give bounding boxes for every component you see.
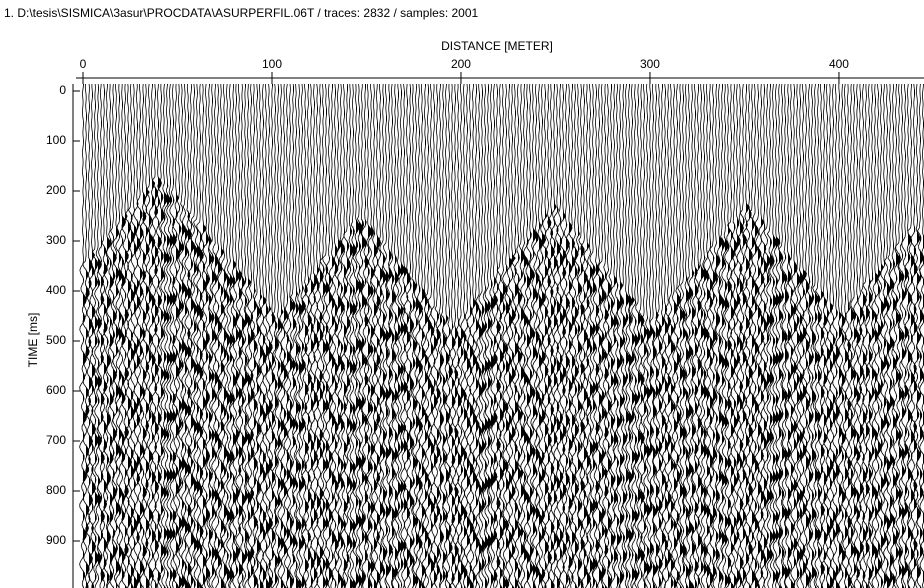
x-tick-label: 200 bbox=[451, 57, 471, 71]
y-tick-label: 900 bbox=[46, 533, 66, 547]
y-tick-label: 300 bbox=[46, 233, 66, 247]
seismic-window: 1. D:\tesis\SISMICA\3asur\PROCDATA\ASURP… bbox=[0, 0, 924, 588]
y-tick-label: 800 bbox=[46, 483, 66, 497]
y-axis-label: TIME [ms] bbox=[26, 313, 40, 368]
x-tick-label: 400 bbox=[829, 57, 849, 71]
y-tick-label: 700 bbox=[46, 433, 66, 447]
x-tick-label: 100 bbox=[262, 57, 282, 71]
y-tick-label: 400 bbox=[46, 283, 66, 297]
x-tick-label: 0 bbox=[80, 57, 87, 71]
y-tick-label: 200 bbox=[46, 183, 66, 197]
x-axis-label: DISTANCE [METER] bbox=[441, 39, 553, 53]
window-title: 1. D:\tesis\SISMICA\3asur\PROCDATA\ASURP… bbox=[4, 6, 479, 20]
y-tick-label: 100 bbox=[46, 133, 66, 147]
y-tick-label: 0 bbox=[59, 83, 66, 97]
y-tick-label: 600 bbox=[46, 383, 66, 397]
y-tick-label: 500 bbox=[46, 333, 66, 347]
x-tick-label: 300 bbox=[640, 57, 660, 71]
